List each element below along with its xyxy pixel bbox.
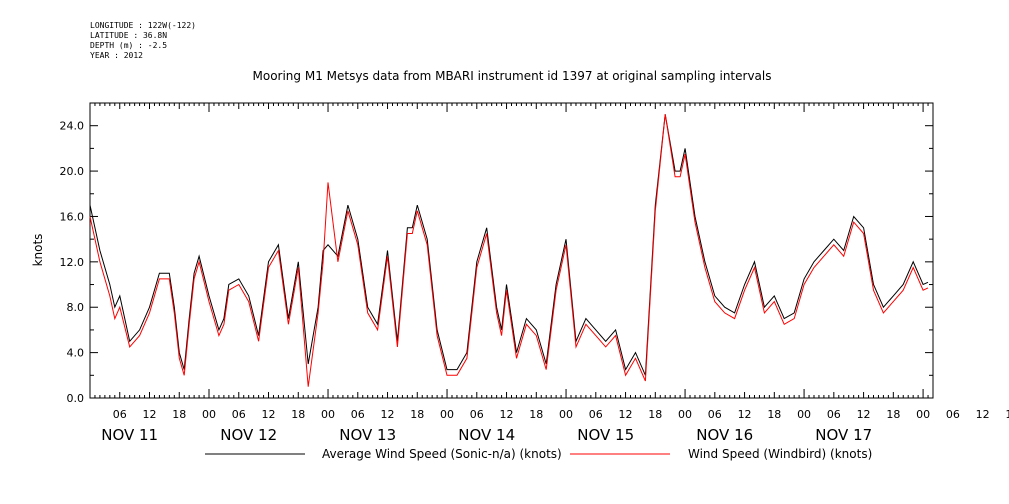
x-tick-label: 12 <box>857 408 871 421</box>
x-tick-label: 06 <box>827 408 841 421</box>
legend-label-average-wind: Average Wind Speed (Sonic-n/a) (knots) <box>322 447 562 461</box>
y-tick-label: 8.0 <box>67 301 85 314</box>
depth-text: DEPTH (m) : -2.5 <box>90 41 168 50</box>
x-tick-label: 18 <box>648 408 662 421</box>
x-tick-label: 06 <box>589 408 603 421</box>
day-label: NOV 12 <box>220 426 277 444</box>
x-tick-label: 18 <box>1005 408 1009 421</box>
x-tick-label: 00 <box>202 408 216 421</box>
chart-title: Mooring M1 Metsys data from MBARI instru… <box>253 69 772 83</box>
axis-ticks <box>89 102 934 399</box>
x-tick-label: 06 <box>351 408 365 421</box>
y-tick-label: 12.0 <box>60 256 85 269</box>
y-tick-label: 0.0 <box>67 392 85 405</box>
x-tick-label: 00 <box>321 408 335 421</box>
series-line-average-wind <box>89 114 929 376</box>
x-tick-label: 18 <box>886 408 900 421</box>
x-tick-label: 12 <box>381 408 395 421</box>
series-line-windbird <box>89 114 929 387</box>
x-tick-label: 06 <box>113 408 127 421</box>
latitude-text: LATITUDE : 36.8N <box>90 31 168 40</box>
x-tick-label: 18 <box>410 408 424 421</box>
y-tick-labels: 0.0 4.0 8.0 12.0 16.0 20.0 24.0 <box>60 120 85 405</box>
x-tick-label: 12 <box>262 408 276 421</box>
longitude-text: LONGITUDE : 122W(-122) <box>90 21 196 30</box>
year-text: YEAR : 2012 <box>90 51 143 60</box>
x-tick-label: 06 <box>470 408 484 421</box>
x-tick-label: 06 <box>946 408 960 421</box>
x-tick-label: 06 <box>708 408 722 421</box>
day-label: NOV 17 <box>815 426 872 444</box>
x-tick-label: 00 <box>916 408 930 421</box>
y-tick-label: 16.0 <box>60 210 85 223</box>
metadata-block: LONGITUDE : 122W(-122) LATITUDE : 36.8N … <box>90 21 196 61</box>
x-tick-label: 18 <box>529 408 543 421</box>
x-tick-labels: 06 12 18 00 06 12 18 00 06 12 18 00 06 12 18 00 06 12 18 00… <box>113 408 1009 421</box>
legend-label-windbird: Wind Speed (Windbird) (knots) <box>688 447 872 461</box>
x-tick-label: 18 <box>767 408 781 421</box>
legend: Average Wind Speed (Sonic-n/a) (knots) W… <box>205 447 872 461</box>
day-label: NOV 13 <box>339 426 396 444</box>
x-tick-label: 00 <box>797 408 811 421</box>
x-tick-label: 00 <box>678 408 692 421</box>
day-label: NOV 16 <box>696 426 753 444</box>
x-tick-label: 18 <box>291 408 305 421</box>
y-tick-label: 4.0 <box>67 347 85 360</box>
x-tick-label: 12 <box>500 408 514 421</box>
x-tick-label: 06 <box>232 408 246 421</box>
x-tick-label: 18 <box>172 408 186 421</box>
x-tick-label: 12 <box>619 408 633 421</box>
y-tick-label: 24.0 <box>60 120 85 133</box>
x-tick-label: 12 <box>143 408 157 421</box>
day-labels: NOV 11 NOV 12 NOV 13 NOV 14 NOV 15 NOV 16 NOV … <box>101 426 872 444</box>
day-label: NOV 14 <box>458 426 515 444</box>
day-label: NOV 11 <box>101 426 158 444</box>
series-lines <box>89 114 929 387</box>
y-tick-label: 20.0 <box>60 165 85 178</box>
x-tick-label: 00 <box>559 408 573 421</box>
day-label: NOV 15 <box>577 426 634 444</box>
y-axis-label: knots <box>31 234 45 267</box>
plot-frame <box>89 102 934 399</box>
x-tick-label: 12 <box>738 408 752 421</box>
x-tick-label: 12 <box>976 408 990 421</box>
x-tick-label: 00 <box>440 408 454 421</box>
